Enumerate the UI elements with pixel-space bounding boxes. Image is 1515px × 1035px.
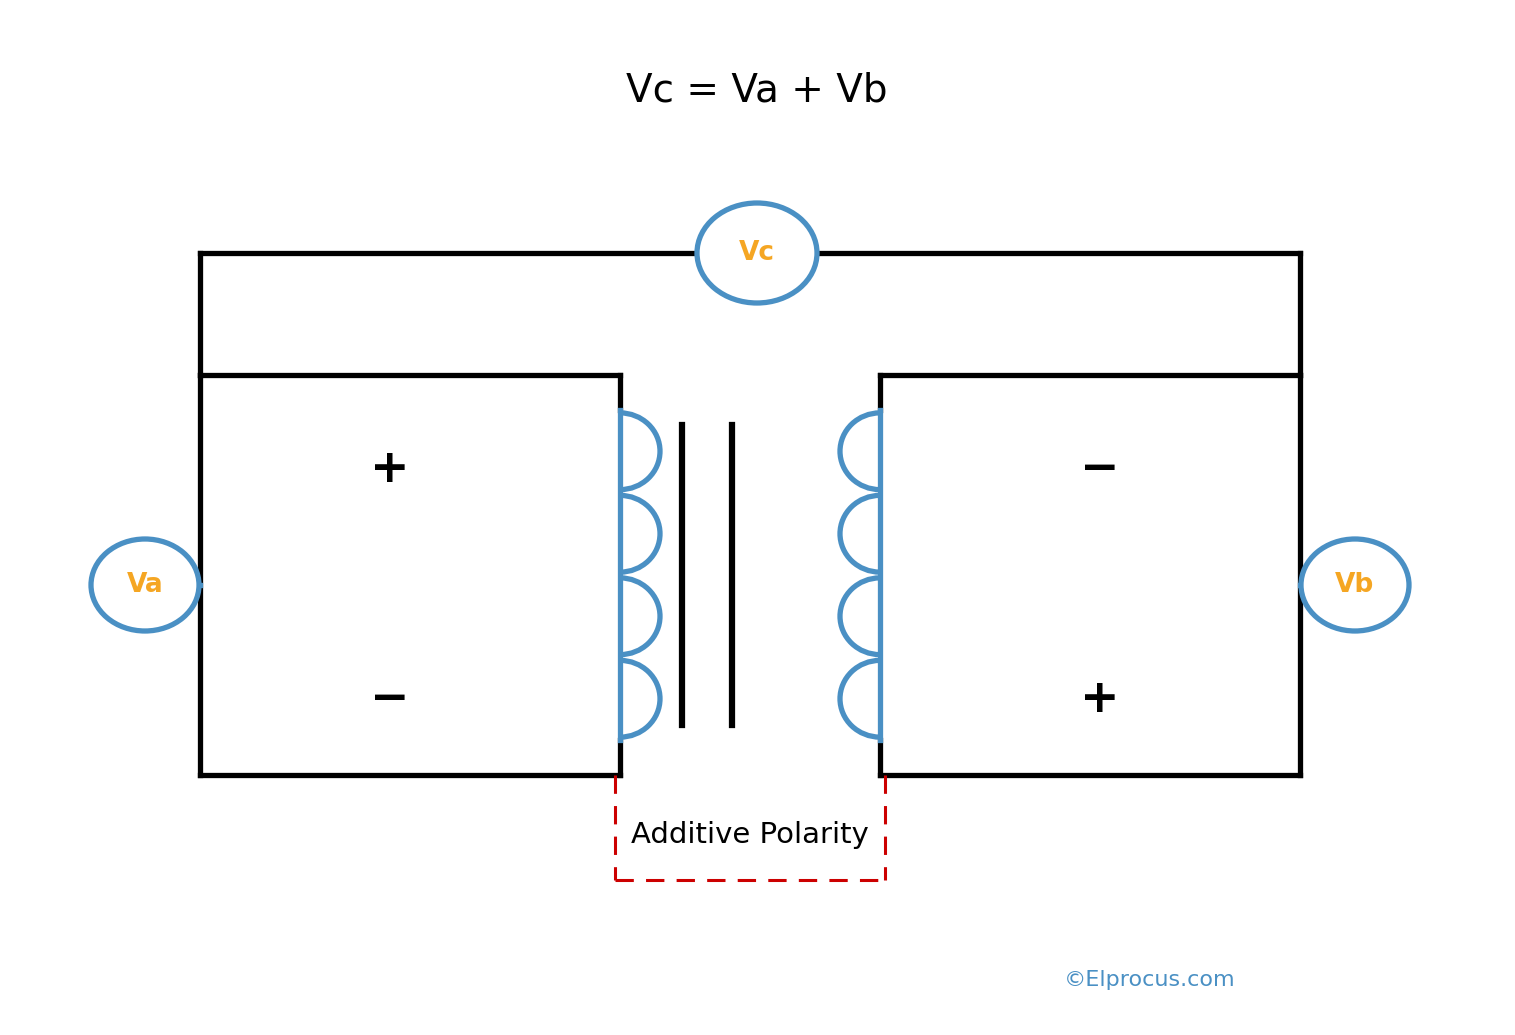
Text: Va: Va xyxy=(127,572,164,598)
Text: Vb: Vb xyxy=(1335,572,1374,598)
Ellipse shape xyxy=(91,539,198,631)
Text: ©Elprocus.com: ©Elprocus.com xyxy=(1064,970,1236,990)
Text: +: + xyxy=(370,447,411,493)
Text: Vc = Va + Vb: Vc = Va + Vb xyxy=(626,71,888,109)
Text: Additive Polarity: Additive Polarity xyxy=(632,821,870,849)
Text: Vc: Vc xyxy=(739,240,776,266)
Text: −: − xyxy=(370,678,411,722)
Text: +: + xyxy=(1080,678,1120,722)
Ellipse shape xyxy=(697,203,817,303)
Text: −: − xyxy=(1080,447,1120,493)
Ellipse shape xyxy=(1301,539,1409,631)
